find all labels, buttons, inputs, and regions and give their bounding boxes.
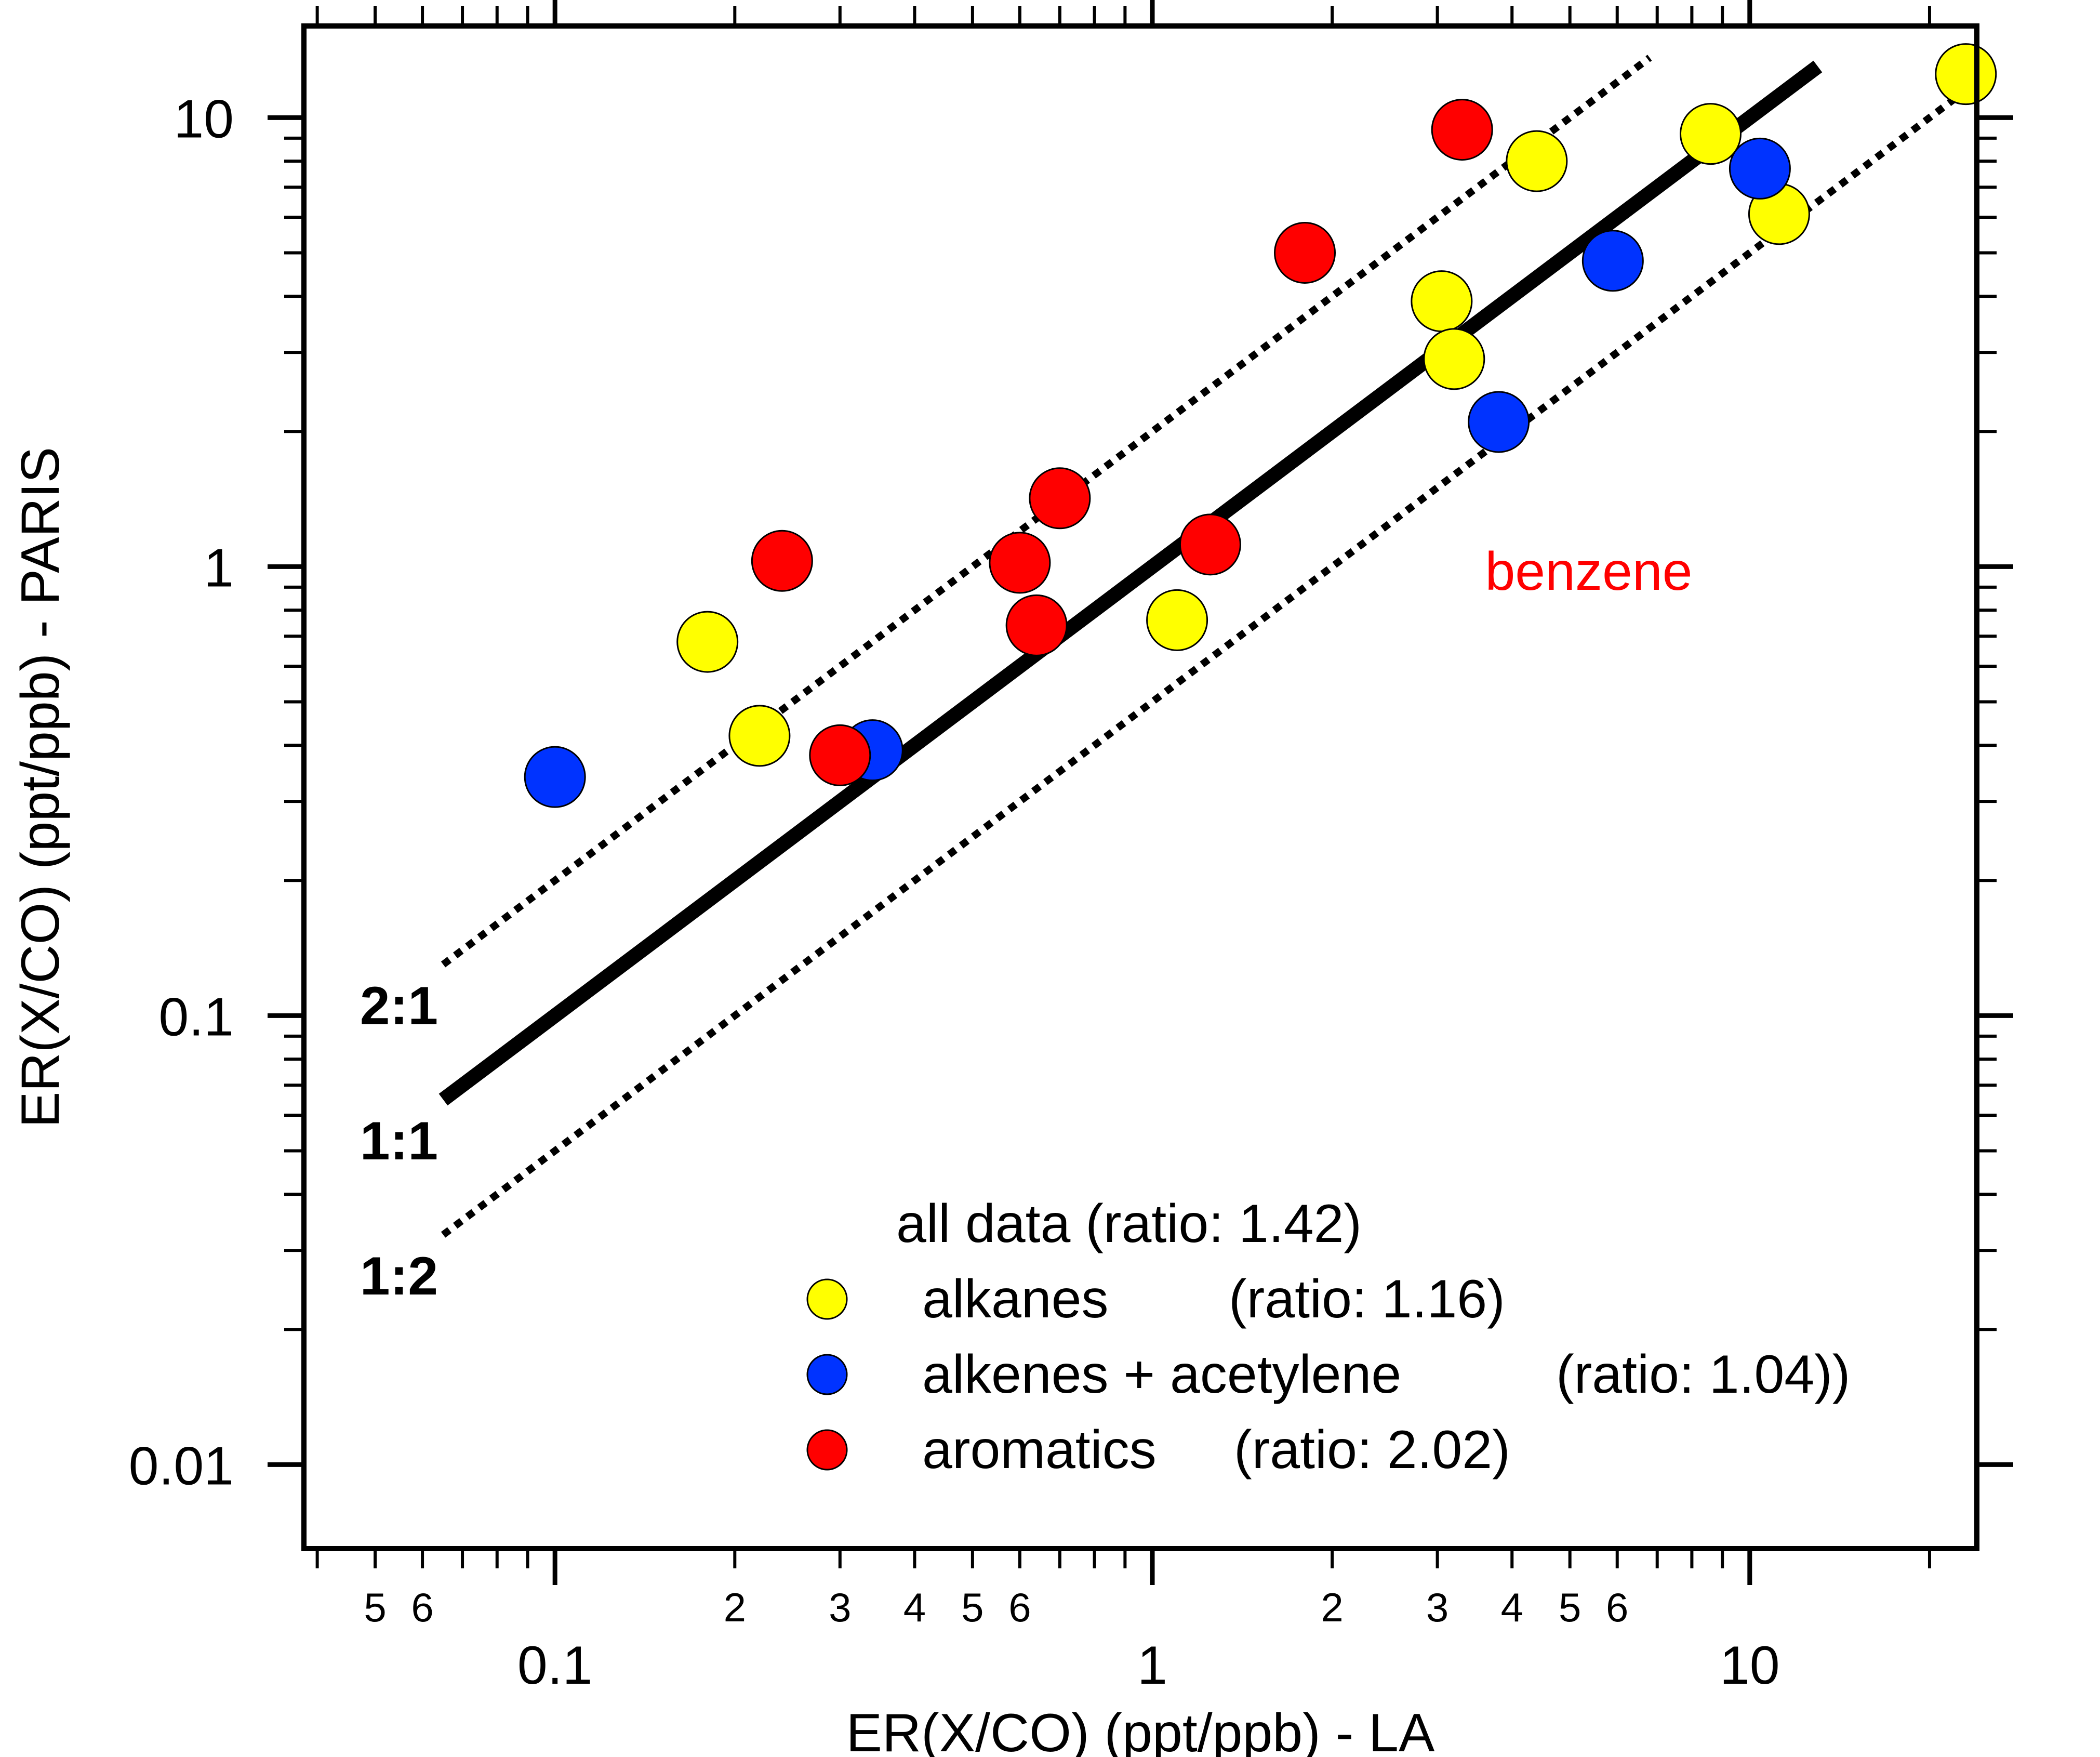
data-point-aromatics-0	[751, 530, 813, 592]
x-minor-tick-label-5: 5	[961, 1584, 983, 1630]
legend-marker-aromatics	[806, 1429, 848, 1471]
x-minor-tick-label-5: 5	[1559, 1584, 1581, 1630]
y-tick-label-1: 1	[204, 538, 234, 598]
data-point-aromatics-7	[1431, 99, 1493, 161]
legend-marker-alkenes	[806, 1354, 848, 1395]
legend-label-alkenes: alkenes + acetylene	[922, 1344, 1401, 1405]
x-minor-tick-label-4: 4	[903, 1584, 926, 1630]
data-point-alkenes-acetylene-3	[1581, 230, 1644, 292]
x-minor-tick-label-5: 5	[364, 1584, 386, 1630]
x-minor-tick-label-6: 6	[1606, 1584, 1628, 1630]
reference-line-1-1	[438, 60, 1823, 1106]
reference-label-2-1: 2:1	[360, 976, 438, 1036]
legend-ratio-alkanes: (ratio: 1.16)	[1229, 1269, 1505, 1329]
x-tick-label-0-1: 0.1	[517, 1635, 593, 1696]
data-point-alkanes-3	[1411, 270, 1473, 333]
data-point-aromatics-6	[1274, 221, 1336, 284]
legend: all data (ratio: 1.42) alkanes (ratio: 1…	[806, 1194, 1850, 1480]
y-tick-label-0-01: 0.01	[129, 1436, 234, 1496]
legend-label-aromatics: aromatics	[922, 1420, 1157, 1480]
y-tick-label-0-1: 0.1	[158, 987, 234, 1047]
x-minor-tick-label-3: 3	[829, 1584, 851, 1630]
x-minor-tick-label-2: 2	[1321, 1584, 1343, 1630]
data-points	[524, 43, 1997, 808]
data-point-alkanes-6	[1680, 103, 1742, 165]
data-point-alkanes-8	[1935, 43, 1997, 105]
x-minor-tick-label-6: 6	[1008, 1584, 1031, 1630]
legend-ratio-alkenes: (ratio: 1.04))	[1556, 1344, 1850, 1405]
plot-frame	[301, 23, 1979, 1551]
reference-label-1-2: 1:2	[360, 1246, 438, 1306]
reference-line-labels: 2:1 1:1 1:2	[360, 976, 438, 1306]
data-point-alkenes-acetylene-2	[1468, 391, 1530, 453]
legend-label-alkanes: alkanes	[922, 1269, 1108, 1329]
x-minor-tick-label-3: 3	[1426, 1584, 1448, 1630]
data-point-alkanes-2	[1146, 589, 1208, 651]
reference-label-1-1: 1:1	[360, 1111, 438, 1171]
data-point-alkanes-4	[1423, 328, 1485, 390]
data-point-aromatics-4	[1029, 467, 1091, 530]
legend-ratio-aromatics: (ratio: 2.02)	[1234, 1420, 1510, 1480]
x-minor-tick-label-6: 6	[411, 1584, 433, 1630]
axis-ticks	[268, 0, 2013, 1585]
reference-line-1-2	[441, 71, 1990, 1238]
data-point-aromatics-5	[1179, 513, 1241, 576]
legend-title: all data (ratio: 1.42)	[896, 1194, 1362, 1254]
x-minor-tick-label-4: 4	[1501, 1584, 1523, 1630]
data-point-alkanes-1	[728, 705, 791, 767]
annotation-benzene: benzene	[1485, 541, 1692, 602]
data-point-alkenes-acetylene-0	[524, 746, 586, 808]
legend-marker-alkanes	[806, 1278, 848, 1320]
y-tick-label-10: 10	[174, 89, 234, 149]
x-minor-tick-label-2: 2	[724, 1584, 746, 1630]
y-axis-label: ER(X/CO) (ppt/ppb) - PARIS	[10, 447, 71, 1128]
data-point-alkenes-acetylene-4	[1729, 137, 1791, 200]
x-tick-label-1: 1	[1137, 1635, 1167, 1696]
data-point-alkanes-5	[1506, 130, 1568, 192]
x-axis-label: ER(X/CO) (ppt/ppb) - LA	[846, 1703, 1435, 1757]
data-point-aromatics-2	[989, 532, 1051, 594]
x-tick-label-10: 10	[1720, 1635, 1780, 1696]
data-point-aromatics-3	[1005, 594, 1068, 656]
data-point-alkanes-0	[676, 611, 739, 673]
data-point-aromatics-1	[809, 724, 871, 786]
